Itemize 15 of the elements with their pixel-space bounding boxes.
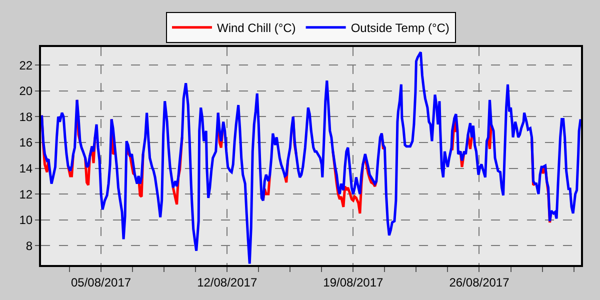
y-tick-label: 18 <box>19 110 33 124</box>
y-tick-label: 16 <box>19 136 33 150</box>
legend-label: Outside Temp (°C) <box>350 21 450 36</box>
legend-label: Wind Chill (°C) <box>217 21 296 36</box>
y-tick-label: 14 <box>19 161 33 176</box>
y-tick-label: 10 <box>19 213 33 228</box>
y-tick-label: 20 <box>19 84 33 98</box>
x-tick-label: 05/08/2017 <box>71 275 132 290</box>
y-tick-label: 8 <box>26 238 33 253</box>
y-tick-label: 12 <box>19 187 33 202</box>
y-tick-label: 22 <box>19 58 33 72</box>
x-tick-label: 19/08/2017 <box>323 275 384 290</box>
x-tick-label: 12/08/2017 <box>197 275 258 290</box>
x-tick-label: 26/08/2017 <box>449 275 510 290</box>
line-series <box>41 50 581 265</box>
